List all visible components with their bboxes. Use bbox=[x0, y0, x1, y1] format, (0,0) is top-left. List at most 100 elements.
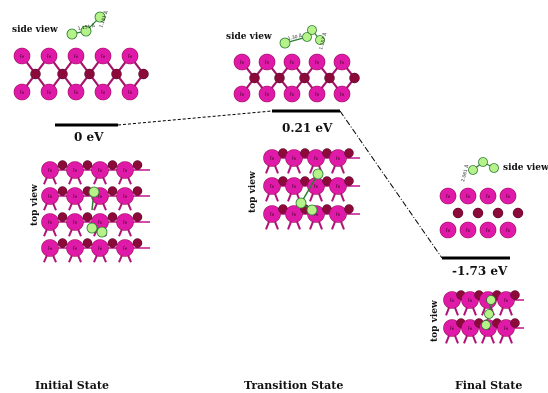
subsurface-atom bbox=[138, 68, 149, 80]
ts-bond-distance-1: 1.30 Å bbox=[287, 32, 304, 42]
atom-symbol: Fe bbox=[265, 60, 270, 65]
metal-atom bbox=[116, 161, 134, 179]
adsorbate-atom bbox=[468, 165, 478, 175]
atom-symbol: Fe bbox=[73, 220, 78, 225]
subsurface-atom bbox=[107, 212, 118, 222]
subsurface-atom bbox=[344, 204, 354, 214]
metal-atom bbox=[41, 161, 59, 179]
atom-symbol: Fe bbox=[123, 168, 128, 173]
atom-symbol: Fe bbox=[292, 212, 297, 217]
connector-ts-to-final bbox=[339, 110, 443, 259]
metal-atom bbox=[263, 149, 281, 167]
metal-atom bbox=[258, 53, 276, 71]
metal-atom bbox=[497, 319, 515, 337]
metal-atom bbox=[443, 319, 461, 337]
atom-symbol: Fe bbox=[47, 54, 52, 59]
subsurface-atom bbox=[82, 238, 93, 248]
atom-symbol: Fe bbox=[240, 92, 245, 97]
ts-side-view-label: side view bbox=[226, 32, 272, 42]
adsorbate-atom bbox=[312, 168, 324, 180]
atom-symbol: Fe bbox=[48, 168, 53, 173]
adsorbate-atom bbox=[302, 32, 312, 42]
atom-symbol: Fe bbox=[336, 212, 341, 217]
metal-atom bbox=[333, 85, 351, 103]
atom-symbol: Fe bbox=[20, 90, 25, 95]
connector-initial-to-ts bbox=[117, 110, 273, 126]
metal-atom bbox=[497, 291, 515, 309]
subsurface-atom bbox=[82, 160, 93, 170]
metal-atom bbox=[66, 239, 84, 257]
metal-atom bbox=[285, 177, 303, 195]
atom-symbol: Fe bbox=[74, 90, 79, 95]
atom-symbol: Fe bbox=[450, 326, 455, 331]
adsorbate-atom bbox=[80, 25, 92, 37]
subsurface-atom bbox=[30, 68, 41, 80]
atom-symbol: Fe bbox=[98, 246, 103, 251]
metal-atom bbox=[13, 83, 31, 101]
atom-symbol: Fe bbox=[98, 194, 103, 199]
subsurface-atom bbox=[132, 186, 143, 196]
atom-symbol: Fe bbox=[292, 184, 297, 189]
final-bond-distance-1: 2.061 Å bbox=[459, 163, 471, 183]
atom-symbol: Fe bbox=[123, 246, 128, 251]
final-side-slab: Fe Fe Fe Fe Fe Fe Fe Fe bbox=[439, 187, 524, 239]
subsurface-atom bbox=[57, 186, 68, 196]
metal-atom bbox=[67, 83, 85, 101]
ts-adsorbate bbox=[279, 25, 325, 49]
atom-symbol: Fe bbox=[504, 298, 509, 303]
metal-atom bbox=[439, 221, 457, 239]
metal-atom bbox=[233, 85, 251, 103]
subsurface-atom bbox=[349, 72, 360, 84]
adsorbate-atom bbox=[295, 197, 307, 209]
metal-atom bbox=[258, 85, 276, 103]
metal-atom bbox=[307, 149, 325, 167]
atom-symbol: Fe bbox=[270, 156, 275, 161]
subsurface-atom bbox=[492, 207, 504, 219]
atom-symbol: Fe bbox=[20, 54, 25, 59]
subsurface-atom bbox=[84, 68, 95, 80]
metal-atom bbox=[499, 187, 517, 205]
atom-symbol: Fe bbox=[73, 168, 78, 173]
metal-atom bbox=[40, 83, 58, 101]
metal-atom bbox=[283, 85, 301, 103]
metal-atom bbox=[233, 53, 251, 71]
subsurface-atom bbox=[57, 68, 68, 80]
atom-symbol: Fe bbox=[98, 220, 103, 225]
initial-top-slab: Fe Fe Fe Fe Fe Fe Fe Fe Fe Fe Fe Fe Fe Fe Fe Fe bbox=[41, 160, 150, 263]
adsorbate-atom bbox=[489, 163, 499, 173]
subsurface-atom bbox=[107, 238, 118, 248]
metal-atom bbox=[283, 53, 301, 71]
atom-symbol: Fe bbox=[123, 194, 128, 199]
atom-symbol: Fe bbox=[315, 60, 320, 65]
transition-state-label: Transition State bbox=[244, 379, 344, 392]
atom-symbol: Fe bbox=[336, 184, 341, 189]
subsurface-atom bbox=[107, 160, 118, 170]
final-adsorbate bbox=[468, 157, 499, 175]
final-state-label: Final State bbox=[455, 379, 523, 392]
atom-symbol: Fe bbox=[506, 194, 511, 199]
metal-atom bbox=[263, 177, 281, 195]
atom-symbol: Fe bbox=[98, 168, 103, 173]
atom-symbol: Fe bbox=[270, 212, 275, 217]
final-top-adsorbate bbox=[481, 295, 496, 330]
initial-top-view-label: top view bbox=[30, 184, 40, 226]
subsurface-atom bbox=[57, 238, 68, 248]
metal-atom bbox=[285, 205, 303, 223]
atom-symbol: Fe bbox=[240, 60, 245, 65]
metal-atom bbox=[479, 221, 497, 239]
atom-symbol: Fe bbox=[314, 156, 319, 161]
final-top-view-label: top view bbox=[430, 300, 440, 342]
metal-atom bbox=[479, 187, 497, 205]
initial-top-adsorbate bbox=[86, 186, 108, 238]
adsorbate-atom bbox=[306, 204, 318, 216]
atom-symbol: Fe bbox=[101, 54, 106, 59]
metal-atom bbox=[41, 213, 59, 231]
subsurface-atom bbox=[82, 212, 93, 222]
bond bbox=[300, 173, 319, 204]
atom-symbol: Fe bbox=[450, 298, 455, 303]
ts-side-slab: Fe Fe Fe Fe Fe Fe Fe Fe Fe Fe bbox=[233, 53, 360, 103]
energy-profile bbox=[55, 109, 510, 260]
metal-atom bbox=[116, 187, 134, 205]
adsorbate-atom bbox=[96, 226, 108, 238]
